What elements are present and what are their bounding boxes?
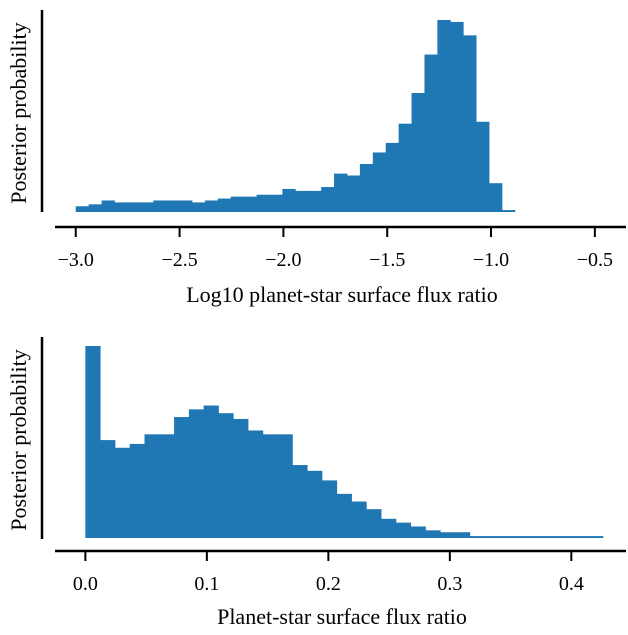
x-axis-label: Log10 planet-star surface flux ratio bbox=[186, 282, 498, 307]
histogram-bar bbox=[398, 123, 412, 212]
histogram-bar bbox=[359, 164, 374, 212]
x-tick-label: 0.4 bbox=[559, 573, 584, 595]
x-tick-label: −0.5 bbox=[577, 249, 613, 271]
x-tick-label: 0.0 bbox=[73, 573, 98, 595]
histogram-bar bbox=[282, 188, 296, 212]
histogram-bar bbox=[127, 202, 141, 212]
y-axis-label: Posterior probability bbox=[6, 22, 31, 203]
histogram-bar bbox=[218, 413, 234, 538]
histogram-bar bbox=[85, 346, 101, 538]
histogram-bar bbox=[114, 447, 131, 538]
histogram-bar bbox=[476, 121, 490, 212]
histogram-bar bbox=[233, 418, 249, 538]
histogram-bar bbox=[256, 194, 270, 212]
histogram-bar bbox=[528, 536, 545, 538]
histogram-bar bbox=[334, 173, 348, 212]
histogram-bar bbox=[277, 434, 293, 538]
histogram-bar bbox=[269, 194, 283, 212]
histogram-bar bbox=[321, 187, 335, 212]
histogram-bar bbox=[424, 54, 438, 213]
histogram-bar bbox=[573, 536, 589, 538]
x-tick-label: −2.0 bbox=[265, 249, 301, 271]
x-tick-label: 0.1 bbox=[194, 573, 219, 595]
histogram-bar bbox=[100, 440, 116, 538]
histogram-bar bbox=[437, 20, 451, 212]
histogram-bar bbox=[174, 417, 190, 538]
histogram-bar bbox=[308, 190, 322, 212]
histogram-bar bbox=[489, 183, 503, 212]
histogram-bar bbox=[336, 493, 352, 538]
histogram-bar bbox=[204, 200, 219, 212]
histogram-bar bbox=[395, 522, 412, 538]
histogram-bar bbox=[230, 196, 245, 212]
histogram-bar bbox=[381, 518, 397, 538]
x-tick-label: 0.2 bbox=[316, 573, 341, 595]
histogram-bar bbox=[101, 200, 115, 212]
x-ticks: 0.0 0.1 0.2 0.3 0.4 bbox=[73, 551, 584, 595]
x-tick-label: −1.5 bbox=[369, 249, 405, 271]
histogram-bar bbox=[262, 434, 278, 538]
histogram-bar bbox=[425, 530, 441, 538]
histogram-bar bbox=[372, 152, 387, 212]
histogram-bars bbox=[75, 20, 516, 213]
histogram-bar bbox=[166, 200, 180, 212]
y-axis-label: Posterior probability bbox=[6, 349, 31, 530]
histogram-bar bbox=[292, 465, 308, 538]
histogram-bar bbox=[295, 190, 309, 212]
histogram-bar bbox=[144, 434, 160, 538]
histogram-bar bbox=[469, 536, 485, 538]
bottom-histogram-panel: 0.0 0.1 0.2 0.3 0.4 Planet-star surface flux… bbox=[6, 337, 626, 629]
histogram-bar bbox=[499, 536, 515, 538]
histogram-bar bbox=[88, 204, 102, 212]
histogram-bar bbox=[203, 405, 219, 538]
x-tick-label: −3.0 bbox=[58, 249, 94, 271]
x-axis-label: Planet-star surface flux ratio bbox=[217, 604, 467, 629]
histogram-bar bbox=[351, 501, 367, 538]
histogram-bar bbox=[385, 142, 400, 212]
histogram-bar bbox=[248, 430, 264, 538]
histogram-bar bbox=[558, 536, 574, 538]
histogram-bar bbox=[366, 509, 382, 538]
histogram-bar bbox=[140, 202, 154, 212]
histogram-bar bbox=[243, 196, 257, 212]
histogram-bar bbox=[188, 409, 205, 538]
histogram-bar bbox=[75, 206, 90, 212]
histogram-bar bbox=[543, 536, 559, 538]
histogram-bar bbox=[114, 202, 128, 212]
x-tick-label: −1.0 bbox=[473, 249, 509, 271]
histogram-bar bbox=[514, 536, 530, 538]
histogram-bar bbox=[440, 532, 456, 538]
histogram-bar bbox=[153, 200, 167, 212]
histogram-bar bbox=[192, 202, 206, 212]
histogram-bar bbox=[501, 210, 516, 212]
histogram-bar bbox=[410, 526, 426, 538]
histogram-bar bbox=[450, 21, 464, 213]
top-histogram-panel: −3.0 −2.5 −2.0 −1.5 −1.0 −0.5 Log10 planet-st… bbox=[6, 10, 626, 307]
x-tick-label: 0.3 bbox=[437, 573, 462, 595]
histogram-bar bbox=[455, 532, 471, 538]
histogram-bar bbox=[588, 536, 604, 538]
x-tick-label: −2.5 bbox=[161, 249, 197, 271]
histogram-bar bbox=[321, 480, 338, 538]
histogram-bar bbox=[484, 536, 500, 538]
histogram-bar bbox=[463, 35, 477, 212]
histogram-bar bbox=[179, 200, 193, 212]
histogram-bar bbox=[159, 434, 175, 538]
histogram-bar bbox=[411, 92, 425, 212]
histogram-bar bbox=[346, 175, 361, 212]
histogram-bar bbox=[217, 198, 232, 212]
histogram-bars bbox=[85, 346, 604, 538]
x-ticks: −3.0 −2.5 −2.0 −1.5 −1.0 −0.5 bbox=[58, 227, 613, 271]
histogram-bar bbox=[129, 443, 145, 538]
histogram-bar bbox=[307, 470, 323, 538]
